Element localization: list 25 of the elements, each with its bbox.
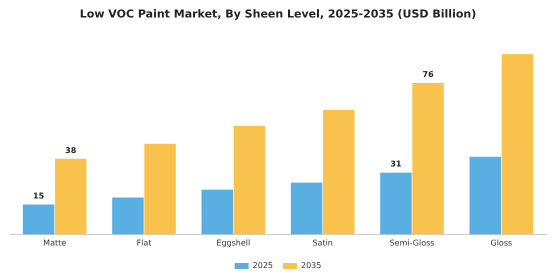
bar: [201, 190, 234, 234]
bar: [469, 156, 502, 234]
bar: [22, 204, 54, 234]
data-label: 15: [33, 192, 45, 201]
bar: [234, 126, 266, 234]
data-label: 38: [65, 146, 77, 155]
x-tick-label: Flat: [136, 238, 152, 248]
bar: [290, 182, 322, 234]
x-tick-label: Gloss: [490, 238, 512, 248]
legend-label: 2025: [252, 261, 273, 270]
bar: [322, 110, 355, 234]
data-label: 31: [390, 160, 402, 169]
bar: [144, 144, 176, 234]
bar: [112, 198, 144, 234]
bar: [412, 83, 444, 234]
bar: [380, 172, 412, 234]
chart-title: Low VOC Paint Market, By Sheen Level, 2025-2035 (USD Billion): [80, 7, 476, 20]
x-tick-label: Matte: [43, 238, 66, 248]
bar: [54, 158, 87, 234]
legend-label: 2035: [301, 261, 322, 270]
x-tick-label: Eggshell: [216, 238, 250, 248]
data-label: 76: [422, 70, 434, 80]
x-tick-label: Semi-Gloss: [390, 238, 434, 248]
bar: [502, 54, 534, 234]
x-tick-label: Satin: [312, 238, 333, 248]
